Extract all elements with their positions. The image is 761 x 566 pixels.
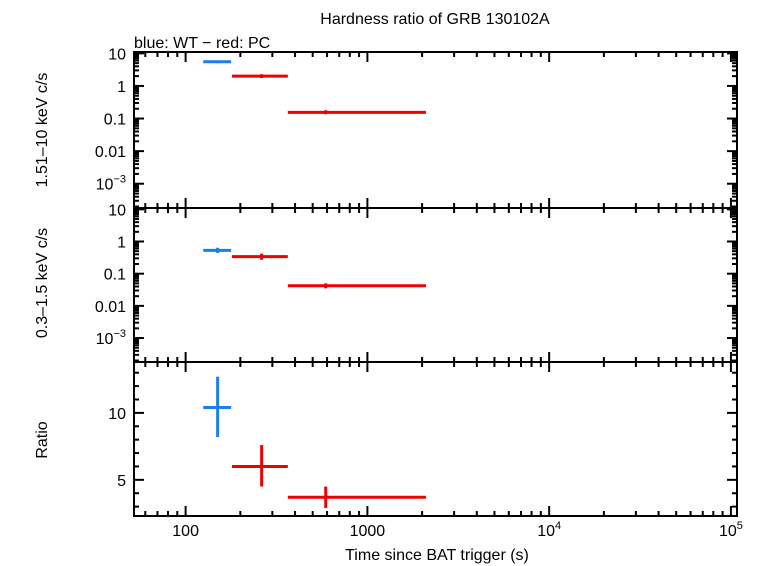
y-tick-label-soft: 1 <box>117 235 126 252</box>
x-tick-label: 105 <box>719 520 743 540</box>
y-tick-label-soft: 10 <box>108 202 126 219</box>
chart-subtitle: blue: WT − red: PC <box>134 35 270 52</box>
y-axis-label-soft: 0.3–1.5 keV c/s <box>34 228 51 338</box>
y-tick-label-soft: 0.1 <box>104 267 126 284</box>
y-axis-label-ratio: Ratio <box>34 421 51 458</box>
plot-frame-soft <box>133 207 738 363</box>
y-tick-label-ratio: 5 <box>117 473 126 490</box>
y-tick-label-hard: 0.01 <box>95 144 126 161</box>
x-tick-label: 100 <box>172 523 199 540</box>
y-tick-label-hard: 10−3 <box>96 174 126 194</box>
y-tick-label-hard: 10 <box>108 46 126 63</box>
x-tick-label: 104 <box>537 520 561 540</box>
y-tick-label-hard: 0.1 <box>104 112 126 129</box>
x-tick-label: 1000 <box>350 523 386 540</box>
y-tick-label-hard: 1 <box>117 79 126 96</box>
plot-frame-hard <box>133 51 738 209</box>
y-axis-label-hard: 1.51–10 keV c/s <box>34 73 51 188</box>
chart-title: Hardness ratio of GRB 130102A <box>320 11 550 28</box>
x-axis-label: Time since BAT trigger (s) <box>345 547 529 564</box>
y-tick-label-soft: 10−3 <box>96 328 126 348</box>
y-tick-label-ratio: 10 <box>108 406 126 423</box>
y-tick-label-soft: 0.01 <box>95 299 126 316</box>
plot-frame-ratio <box>133 361 738 517</box>
